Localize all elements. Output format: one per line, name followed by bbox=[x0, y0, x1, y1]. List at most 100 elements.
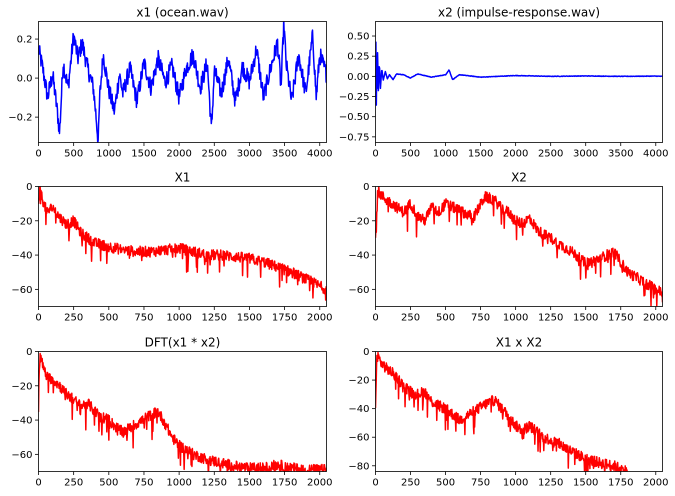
y-tick-label: −40 bbox=[348, 404, 369, 415]
x-tick-label: 1750 bbox=[272, 313, 297, 324]
x-tick-label: 1250 bbox=[202, 313, 227, 324]
x-tick-label: 500 bbox=[64, 149, 83, 160]
x-tick-label: 3500 bbox=[608, 149, 633, 160]
x-tick-label: 500 bbox=[99, 478, 118, 489]
x-tick-label: 2000 bbox=[166, 149, 191, 160]
series-line bbox=[375, 41, 663, 106]
subplot-3: X1 0 250 500 750 1000 1250 1500 1750 2000 −60 −40 −2… bbox=[11, 171, 332, 324]
x-tick-label: 1750 bbox=[608, 478, 633, 489]
x-tick-label: 1000 bbox=[503, 478, 528, 489]
x-tick-label: 4000 bbox=[307, 149, 332, 160]
chart-title: X2 bbox=[511, 171, 527, 185]
x-tick-label: 2500 bbox=[202, 149, 227, 160]
series-line bbox=[375, 351, 628, 472]
y-tick-label: −80 bbox=[348, 461, 369, 472]
y-tick-label: 0 bbox=[363, 347, 369, 358]
subplot-6: X1 x X2 0 250 500 750 1000 1250 1500 1750 2000 −80… bbox=[348, 336, 668, 489]
x-tick-label: 1000 bbox=[96, 149, 121, 160]
y-tick-label: −0.50 bbox=[339, 112, 370, 123]
chart-title: X1 x X2 bbox=[496, 336, 542, 350]
y-tick-label: 0 bbox=[26, 347, 32, 358]
axes-frame bbox=[38, 21, 327, 143]
x-tick-label: 1000 bbox=[166, 313, 191, 324]
x-tick-label: 250 bbox=[401, 478, 420, 489]
y-tick-label: 0.25 bbox=[347, 52, 369, 63]
x-tick-label: 1000 bbox=[433, 149, 458, 160]
series-line bbox=[38, 186, 327, 301]
axes-frame bbox=[38, 351, 327, 472]
x-tick-label: 2000 bbox=[643, 313, 668, 324]
y-tick-label: −20 bbox=[11, 381, 32, 392]
series-line bbox=[38, 352, 327, 472]
x-tick-label: 4000 bbox=[643, 149, 668, 160]
y-tick-label: −60 bbox=[348, 433, 369, 444]
x-tick-label: 1500 bbox=[573, 313, 598, 324]
x-tick-label: 1500 bbox=[237, 478, 262, 489]
subplot-1: x1 (ocean.wav) 0 500 1000 1500 2000 2500 3000 35… bbox=[8, 6, 332, 160]
x-tick-label: 1750 bbox=[608, 313, 633, 324]
y-tick-label: −0.25 bbox=[339, 92, 370, 103]
series-line bbox=[38, 21, 327, 143]
y-tick-label: −60 bbox=[11, 285, 32, 296]
series-line bbox=[375, 186, 663, 307]
x-tick-label: 0 bbox=[35, 149, 41, 160]
y-tick-label: −40 bbox=[348, 251, 369, 262]
x-tick-label: 750 bbox=[134, 478, 153, 489]
x-tick-label: 500 bbox=[99, 313, 118, 324]
x-tick-label: 250 bbox=[64, 478, 83, 489]
x-tick-label: 0 bbox=[372, 313, 378, 324]
y-tick-label: −40 bbox=[11, 416, 32, 427]
x-tick-label: 2000 bbox=[643, 478, 668, 489]
x-tick-label: 750 bbox=[134, 313, 153, 324]
y-tick-label: −60 bbox=[348, 285, 369, 296]
y-tick-label: −60 bbox=[11, 450, 32, 461]
x-tick-label: 2000 bbox=[307, 313, 332, 324]
x-tick-label: 1500 bbox=[468, 149, 493, 160]
x-tick-label: 3000 bbox=[237, 149, 262, 160]
x-tick-label: 2000 bbox=[307, 478, 332, 489]
chart-title: x2 (impulse-response.wav) bbox=[438, 6, 600, 20]
chart-title: DFT(x1 * x2) bbox=[145, 336, 221, 350]
x-tick-label: 1250 bbox=[538, 478, 563, 489]
y-tick-label: 0 bbox=[363, 182, 369, 193]
x-tick-label: 500 bbox=[436, 313, 455, 324]
axes-frame bbox=[375, 351, 663, 472]
y-tick-label: −40 bbox=[11, 251, 32, 262]
y-tick-label: 0.2 bbox=[17, 35, 33, 46]
axes-frame bbox=[375, 21, 663, 143]
subplot-4: X2 0 250 500 750 1000 1250 1500 1750 2000 −60 −40 −2… bbox=[348, 171, 668, 324]
y-tick-label: −0.2 bbox=[8, 113, 32, 124]
x-tick-label: 0 bbox=[372, 149, 378, 160]
x-tick-label: 1250 bbox=[538, 313, 563, 324]
x-tick-label: 2500 bbox=[538, 149, 563, 160]
y-tick-label: −20 bbox=[11, 216, 32, 227]
x-tick-label: 1750 bbox=[272, 478, 297, 489]
subplot-2: x2 (impulse-response.wav) 0 500 1000 1500 200… bbox=[339, 6, 669, 160]
x-tick-label: 3000 bbox=[573, 149, 598, 160]
x-tick-label: 250 bbox=[401, 313, 420, 324]
x-tick-label: 0 bbox=[372, 478, 378, 489]
x-tick-label: 1500 bbox=[573, 478, 598, 489]
chart-title: X1 bbox=[175, 171, 191, 185]
x-tick-label: 750 bbox=[471, 478, 490, 489]
x-tick-label: 1500 bbox=[131, 149, 156, 160]
x-tick-label: 1000 bbox=[503, 313, 528, 324]
x-tick-label: 3500 bbox=[272, 149, 297, 160]
y-tick-label: 0.0 bbox=[17, 74, 33, 85]
y-tick-label: 0.50 bbox=[347, 32, 369, 43]
y-tick-label: 0.00 bbox=[347, 72, 369, 83]
x-tick-label: 250 bbox=[64, 313, 83, 324]
x-tick-label: 1250 bbox=[202, 478, 227, 489]
subplot-5: DFT(x1 * x2) 0 250 500 750 1000 1250 1500 1750 20… bbox=[11, 336, 332, 489]
y-tick-label: −0.75 bbox=[339, 132, 370, 143]
y-tick-label: −20 bbox=[348, 216, 369, 227]
y-tick-label: 0 bbox=[26, 182, 32, 193]
y-tick-label: −20 bbox=[348, 376, 369, 387]
x-tick-label: 500 bbox=[401, 149, 420, 160]
x-tick-label: 0 bbox=[35, 313, 41, 324]
x-tick-label: 750 bbox=[471, 313, 490, 324]
x-tick-label: 1000 bbox=[166, 478, 191, 489]
x-tick-label: 2000 bbox=[503, 149, 528, 160]
x-tick-label: 0 bbox=[35, 478, 41, 489]
x-tick-label: 500 bbox=[436, 478, 455, 489]
